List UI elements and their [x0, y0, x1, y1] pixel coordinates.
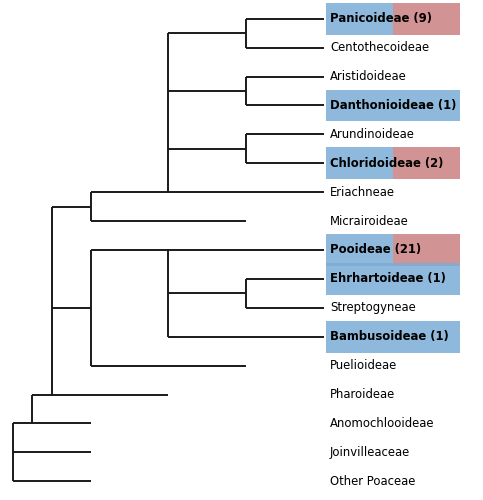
- FancyBboxPatch shape: [326, 321, 459, 352]
- FancyBboxPatch shape: [393, 148, 459, 179]
- Text: Arundinoideae: Arundinoideae: [330, 128, 415, 141]
- Text: Aristidoideae: Aristidoideae: [330, 70, 407, 83]
- FancyBboxPatch shape: [326, 234, 393, 266]
- Text: Joinvilleaceae: Joinvilleaceae: [330, 446, 410, 459]
- Text: Other Poaceae: Other Poaceae: [330, 475, 415, 488]
- Text: Puelioideae: Puelioideae: [330, 359, 397, 372]
- Text: Bambusoideae (1): Bambusoideae (1): [330, 330, 449, 343]
- FancyBboxPatch shape: [326, 148, 393, 179]
- Text: Eriachneae: Eriachneae: [330, 186, 395, 198]
- FancyBboxPatch shape: [326, 90, 459, 122]
- FancyBboxPatch shape: [393, 234, 459, 266]
- Text: Pharoideae: Pharoideae: [330, 388, 395, 401]
- Text: Panicoideae (9): Panicoideae (9): [330, 12, 432, 25]
- FancyBboxPatch shape: [326, 3, 393, 34]
- Text: Ehrhartoideae (1): Ehrhartoideae (1): [330, 272, 446, 285]
- Text: Anomochlooideae: Anomochlooideae: [330, 417, 434, 430]
- Text: Chloridoideae (2): Chloridoideae (2): [330, 157, 443, 170]
- Text: Micrairoideae: Micrairoideae: [330, 214, 409, 228]
- FancyBboxPatch shape: [326, 263, 459, 295]
- Text: Pooideae (21): Pooideae (21): [330, 244, 421, 256]
- Text: Streptogyneae: Streptogyneae: [330, 302, 416, 314]
- Text: Danthonioideae (1): Danthonioideae (1): [330, 99, 456, 112]
- FancyBboxPatch shape: [393, 3, 459, 34]
- Text: Centothecoideae: Centothecoideae: [330, 41, 429, 54]
